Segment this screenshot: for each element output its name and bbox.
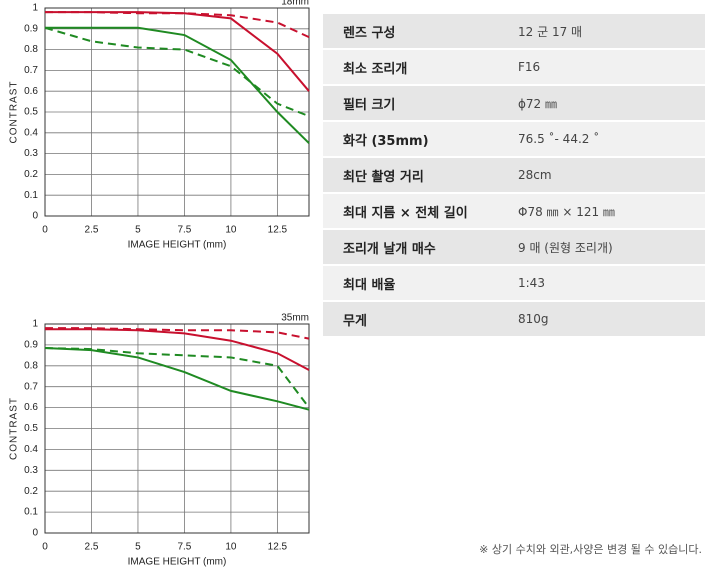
y-tick-label: 0.5 xyxy=(24,423,38,434)
spec-value: 1:43 xyxy=(518,266,705,300)
y-tick-label: 0.1 xyxy=(24,190,38,201)
x-tick-label: 0 xyxy=(42,225,48,236)
y-tick-label: 0.4 xyxy=(24,127,38,138)
spec-key: 조리개 날개 매수 xyxy=(323,230,518,264)
y-tick-label: 0.8 xyxy=(24,44,38,55)
spec-key: 필터 크기 xyxy=(323,86,518,120)
x-tick-label: 2.5 xyxy=(85,542,99,553)
mtf-line xyxy=(45,26,310,144)
x-tick-label: 10 xyxy=(225,225,237,236)
spec-value: 9 매 (원형 조리개) xyxy=(518,230,705,264)
spec-key: 최단 촬영 거리 xyxy=(323,158,518,192)
spec-value: 12 군 17 매 xyxy=(518,14,705,48)
x-tick-label: 0 xyxy=(42,542,48,553)
y-tick-label: 0 xyxy=(32,528,38,539)
spec-row: 최대 배율 1:43 xyxy=(323,266,705,300)
x-tick-label: 7.5 xyxy=(177,542,191,553)
spec-value: 28cm xyxy=(518,158,705,192)
x-tick-label: 10 xyxy=(225,542,237,553)
y-tick-label: 0.2 xyxy=(24,169,38,180)
spec-key: 화각 (35mm) xyxy=(323,122,518,156)
y-tick-label: 0.3 xyxy=(24,465,38,476)
x-tick-label: 5 xyxy=(135,542,141,553)
spec-key: 최대 배율 xyxy=(323,266,518,300)
spec-row: 최대 지름 × 전체 길이 Φ78 ㎜ × 121 ㎜ xyxy=(323,194,705,228)
y-tick-label: 0.2 xyxy=(24,486,38,497)
spec-key: 최소 조리개 xyxy=(323,50,518,84)
y-tick-label: 1 xyxy=(32,3,38,14)
x-axis-label: IMAGE HEIGHT (mm) xyxy=(128,240,227,251)
y-tick-label: 0.7 xyxy=(24,381,38,392)
y-tick-label: 0.6 xyxy=(24,402,38,413)
y-tick-label: 0 xyxy=(32,211,38,222)
spec-value: F16 xyxy=(518,50,705,84)
spec-value: 76.5 ˚- 44.2 ˚ xyxy=(518,122,705,156)
spec-row: 최소 조리개 F16 xyxy=(323,50,705,84)
y-tick-label: 0.8 xyxy=(24,360,38,371)
mtf-line xyxy=(45,11,310,39)
mtf-line xyxy=(44,347,310,411)
x-tick-label: 7.5 xyxy=(177,225,191,236)
spec-value: Φ78 ㎜ × 121 ㎜ xyxy=(518,194,705,228)
y-tick-label: 0.1 xyxy=(24,507,38,518)
x-tick-label: 12.5 xyxy=(268,542,288,553)
y-axis-label: CONTRAST xyxy=(9,397,20,460)
y-tick-label: 0.6 xyxy=(24,86,38,97)
chart-title: 35mm xyxy=(281,313,309,324)
mtf-line xyxy=(45,327,310,340)
y-tick-label: 0.9 xyxy=(24,340,38,351)
y-tick-label: 0.7 xyxy=(24,65,38,76)
mtf-line xyxy=(44,26,310,118)
x-axis-label: IMAGE HEIGHT (mm) xyxy=(128,557,227,568)
footnote: ※ 상기 수치와 외관,사양은 변경 될 수 있습니다. xyxy=(479,543,702,556)
charts: 00.10.20.30.40.50.60.70.80.910 2.5 5 7.5 10 1… xyxy=(9,0,310,568)
y-tick-label: 0.3 xyxy=(24,148,38,159)
x-tick-label: 12.5 xyxy=(268,225,288,236)
spec-row: 최단 촬영 거리 28cm xyxy=(323,158,705,192)
x-tick-label: 5 xyxy=(135,225,141,236)
mtf-line xyxy=(44,347,310,409)
spec-key: 무게 xyxy=(323,302,518,336)
mtf-line xyxy=(45,328,310,371)
spec-key: 렌즈 구성 xyxy=(323,14,518,48)
spec-value: ϕ72 ㎜ xyxy=(518,86,705,120)
y-tick-label: 0.5 xyxy=(24,107,38,118)
y-tick-label: 1 xyxy=(32,319,38,330)
y-tick-label: 0.4 xyxy=(24,444,38,455)
spec-row: 필터 크기 ϕ72 ㎜ xyxy=(323,86,705,120)
spec-row: 조리개 날개 매수 9 매 (원형 조리개) xyxy=(323,230,705,264)
y-axis-label: CONTRAST xyxy=(9,81,20,144)
chart-title: 18mm xyxy=(281,0,309,8)
spec-table: 렌즈 구성 12 군 17 매 최소 조리개 F16 필터 크기 ϕ72 ㎜ 화각 (35m… xyxy=(323,12,705,338)
spec-value: 810g xyxy=(518,302,705,336)
spec-key: 최대 지름 × 전체 길이 xyxy=(323,194,518,228)
mtf-line xyxy=(45,11,310,92)
x-tick-label: 2.5 xyxy=(85,225,99,236)
spec-row: 무게 810g xyxy=(323,302,705,336)
y-tick-label: 0.9 xyxy=(24,23,38,34)
plot-frame xyxy=(44,7,310,217)
spec-row: 렌즈 구성 12 군 17 매 xyxy=(323,14,705,48)
plot-frame xyxy=(44,323,310,534)
spec-row: 화각 (35mm) 76.5 ˚- 44.2 ˚ xyxy=(323,122,705,156)
